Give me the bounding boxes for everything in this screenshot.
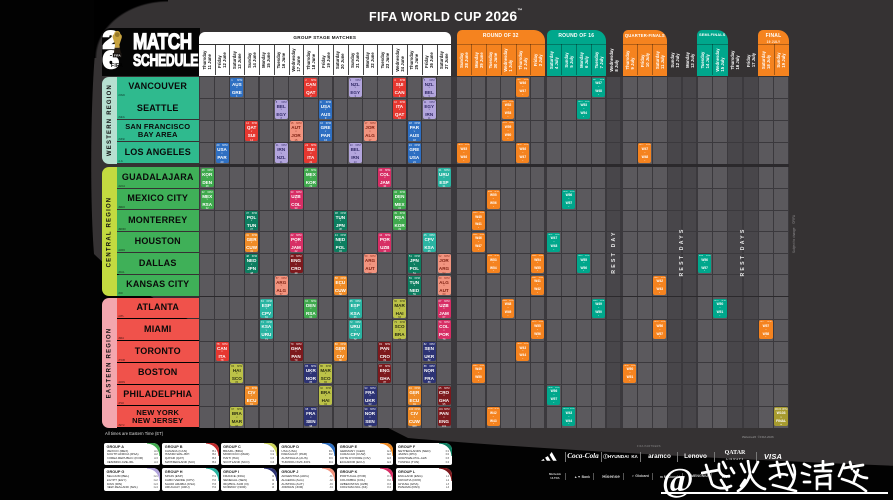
svg-text:FIFA: FIFA xyxy=(114,54,121,58)
